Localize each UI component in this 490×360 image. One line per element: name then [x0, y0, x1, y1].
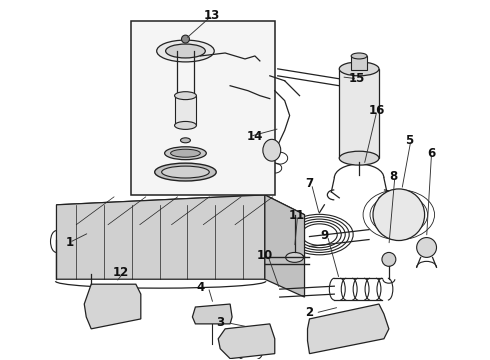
Text: 11: 11: [289, 209, 305, 222]
Text: 13: 13: [204, 9, 220, 22]
Text: 6: 6: [427, 147, 435, 160]
Polygon shape: [56, 195, 305, 225]
Text: 9: 9: [320, 229, 328, 242]
Ellipse shape: [157, 40, 214, 62]
Ellipse shape: [174, 92, 196, 100]
Polygon shape: [265, 195, 305, 297]
Text: 4: 4: [196, 281, 204, 294]
Ellipse shape: [162, 166, 209, 178]
Ellipse shape: [166, 44, 205, 58]
Ellipse shape: [174, 121, 196, 129]
Text: 15: 15: [348, 72, 365, 85]
Ellipse shape: [351, 53, 367, 59]
Ellipse shape: [263, 139, 281, 161]
Text: 8: 8: [390, 170, 398, 183]
Text: 5: 5: [405, 134, 413, 147]
Bar: [339, 69, 379, 158]
Text: 7: 7: [305, 177, 314, 190]
Ellipse shape: [176, 93, 195, 99]
Ellipse shape: [382, 252, 396, 266]
Ellipse shape: [171, 149, 200, 157]
Text: 12: 12: [113, 266, 129, 279]
Ellipse shape: [416, 238, 437, 257]
Text: 1: 1: [65, 236, 74, 249]
Polygon shape: [218, 324, 275, 359]
Text: 16: 16: [368, 104, 385, 117]
Ellipse shape: [180, 138, 191, 143]
Bar: [131, 21, 275, 195]
Ellipse shape: [339, 62, 379, 76]
Polygon shape: [84, 284, 141, 329]
Text: 14: 14: [247, 130, 263, 143]
Ellipse shape: [373, 189, 425, 240]
Ellipse shape: [165, 147, 206, 159]
Text: 2: 2: [305, 306, 314, 319]
Text: 3: 3: [216, 316, 224, 329]
Bar: [351, 56, 367, 70]
Text: 10: 10: [257, 248, 273, 261]
Polygon shape: [308, 304, 389, 354]
Ellipse shape: [155, 163, 216, 181]
Ellipse shape: [339, 151, 379, 165]
Polygon shape: [56, 195, 265, 279]
Ellipse shape: [181, 35, 190, 43]
Polygon shape: [193, 304, 232, 324]
Bar: [174, 96, 196, 125]
Ellipse shape: [286, 252, 303, 262]
